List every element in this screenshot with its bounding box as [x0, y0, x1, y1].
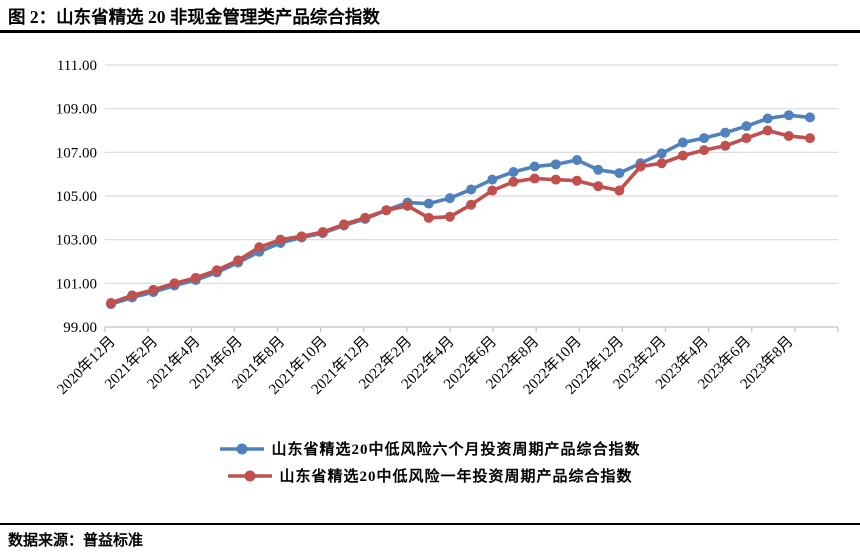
legend-marker-line-dot-icon [228, 470, 273, 481]
data-point-marker [593, 164, 604, 175]
data-point-marker [444, 211, 455, 222]
data-point-marker [614, 168, 625, 179]
data-point-marker [233, 255, 244, 266]
legend-label: 山东省精选20中低风险一年投资周期产品综合指数 [279, 469, 633, 485]
data-point-marker [529, 161, 540, 172]
data-source-label: 数据来源：普益标准 [8, 533, 144, 549]
y-axis-tick-label: 111.00 [57, 58, 97, 74]
data-point-marker [783, 110, 794, 121]
y-axis-tick-label: 105.00 [56, 189, 97, 205]
y-axis-tick-label: 99.00 [63, 320, 97, 336]
footer-divider-line [0, 523, 860, 525]
data-point-marker [466, 184, 477, 195]
data-point-marker [677, 150, 688, 161]
line-chart: 99.00 101.00 103.00 105.00 107.00 109.00 111.0… [54, 58, 839, 398]
data-point-marker [550, 159, 561, 170]
data-point-marker [572, 154, 582, 165]
data-point-marker [783, 130, 794, 141]
legend-item-one-year: 山东省精选20中低风险一年投资周期产品综合指数 [227, 465, 632, 486]
data-point-marker [127, 290, 138, 301]
y-axis-tick-label: 109.00 [56, 102, 97, 118]
data-point-marker [190, 272, 201, 283]
data-point-marker [699, 133, 710, 144]
legend-label: 山东省精选20中低风险六个月投资周期产品综合指数 [271, 442, 641, 458]
data-point-marker [805, 112, 815, 123]
data-point-marker [254, 242, 265, 253]
data-point-marker [508, 176, 519, 187]
data-point-marker [339, 219, 349, 230]
data-point-marker [741, 133, 752, 144]
y-axis-tick-label: 107.00 [56, 145, 97, 161]
data-point-marker [487, 174, 498, 185]
series-line [109, 113, 812, 306]
data-point-marker [296, 231, 307, 242]
data-point-marker [550, 174, 561, 185]
data-point-marker [720, 127, 731, 138]
data-point-marker [106, 297, 116, 308]
data-point-marker [699, 145, 710, 156]
data-point-marker [656, 158, 667, 169]
data-point-marker [275, 234, 286, 245]
data-point-marker [762, 125, 773, 136]
series-line [109, 128, 812, 305]
data-point-marker [508, 166, 519, 177]
data-point-marker [444, 193, 455, 204]
data-point-marker [148, 284, 159, 295]
y-axis-tick-label: 103.00 [56, 233, 97, 249]
data-point-marker [487, 185, 498, 196]
data-point-marker [423, 198, 434, 209]
legend-item-six-month: 山东省精选20中低风险六个月投资周期产品综合指数 [219, 438, 640, 459]
data-point-marker [635, 161, 646, 172]
data-point-marker [614, 185, 625, 196]
data-point-marker [677, 137, 688, 148]
chart-title: 图 2：山东省精选 20 非现金管理类产品综合指数 [8, 7, 380, 27]
data-point-marker [529, 173, 540, 184]
data-point-marker [572, 175, 582, 186]
data-point-marker [169, 278, 180, 289]
data-point-marker [720, 140, 731, 151]
data-point-marker [656, 148, 667, 159]
chart-legend: 山东省精选20中低风险六个月投资周期产品综合指数 山东省精选20中低风险一年投资… [0, 438, 860, 486]
data-point-marker [593, 181, 604, 192]
data-point-marker [762, 113, 773, 124]
data-point-marker [360, 212, 371, 223]
data-point-marker [381, 205, 392, 216]
data-point-marker [317, 227, 328, 238]
data-point-marker [211, 265, 222, 276]
data-point-marker [466, 199, 477, 210]
data-point-marker [402, 200, 413, 211]
data-point-marker [805, 133, 815, 144]
data-point-marker [423, 212, 434, 223]
data-point-marker [741, 121, 752, 132]
title-divider-line [0, 30, 860, 33]
legend-marker-line-dot-icon [220, 443, 265, 454]
y-axis-tick-label: 101.00 [56, 276, 97, 292]
